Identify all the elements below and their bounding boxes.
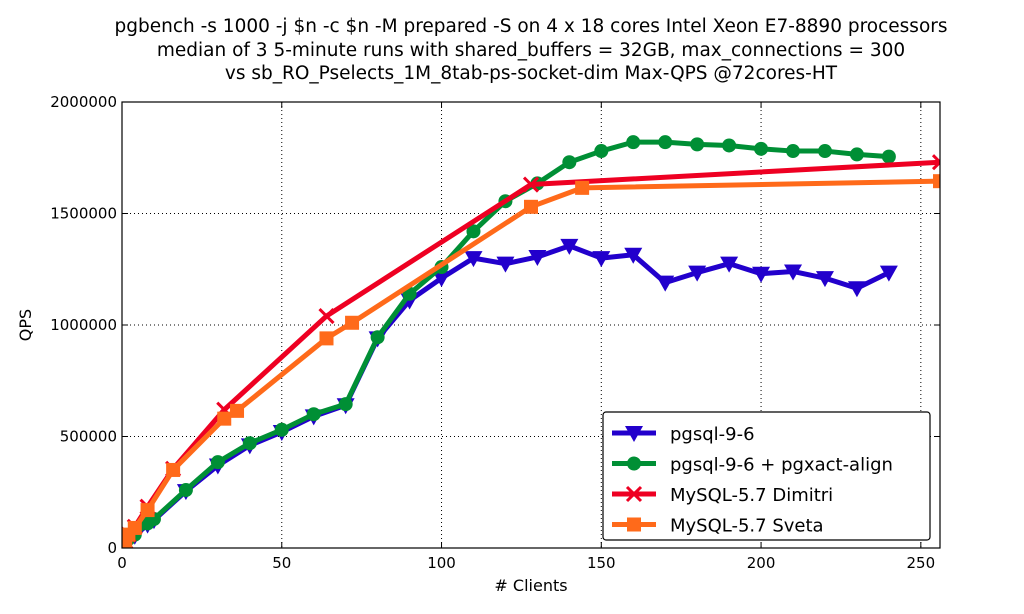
chart-title-line-2: median of 3 5-minute runs with shared_bu…	[156, 40, 906, 61]
legend-box	[602, 411, 931, 541]
data-point	[210, 455, 225, 470]
data-point	[318, 308, 335, 325]
data-point	[560, 238, 579, 255]
data-point	[466, 224, 481, 239]
x-tick-label: 150	[587, 554, 616, 572]
y-tick-label: 1500000	[50, 205, 117, 223]
legend-label: MySQL-5.7 Sveta	[670, 516, 824, 537]
data-point	[815, 271, 834, 288]
legend-marker	[625, 485, 643, 503]
data-point	[754, 141, 769, 156]
legend-label: pgsql-9-6	[670, 424, 755, 445]
data-point	[933, 174, 940, 189]
data-point	[217, 411, 232, 426]
legend-marker	[627, 517, 641, 532]
data-point	[849, 147, 864, 162]
legend: pgsql-9-6 pgsql-9-6 + pgxact-align MySQL-5…	[602, 411, 931, 541]
y-tick-label: 500000	[60, 428, 117, 446]
data-point	[562, 155, 577, 170]
data-point	[931, 154, 940, 171]
data-point	[432, 271, 451, 288]
data-point	[464, 251, 483, 268]
series-line	[123, 139, 890, 545]
data-point	[752, 266, 771, 283]
data-point	[722, 138, 737, 153]
legend-label: MySQL-5.7 Dimitri	[670, 485, 833, 506]
legend-label: pgsql-9-6 + pgxact-align	[670, 455, 893, 476]
data-point	[626, 135, 641, 150]
y-tick-label: 2000000	[50, 93, 117, 111]
data-point	[127, 520, 142, 535]
data-point	[881, 149, 896, 164]
data-point	[242, 436, 257, 451]
data-point	[592, 251, 611, 268]
x-tick-label: 0	[117, 554, 127, 572]
data-point	[817, 144, 832, 159]
data-point	[784, 264, 803, 281]
chart-title-line-1: pgbench -s 1000 -j $n -c $n -M prepared …	[114, 16, 948, 37]
data-point	[528, 249, 547, 266]
data-point	[522, 176, 540, 193]
legend-item: pgsql-9-6 + pgxact-align	[612, 455, 893, 476]
y-tick-label: 1000000	[50, 316, 117, 334]
data-point	[274, 422, 289, 437]
data-point	[338, 397, 353, 412]
data-point	[306, 407, 321, 422]
data-point	[688, 265, 707, 282]
legend-item: MySQL-5.7 Sveta	[612, 516, 824, 537]
data-point	[140, 503, 155, 518]
data-point	[624, 247, 643, 264]
data-point	[496, 256, 515, 273]
data-point	[524, 199, 538, 214]
y-axis-label: QPS	[16, 309, 35, 341]
x-tick-label: 200	[747, 554, 776, 572]
data-point	[319, 331, 334, 346]
data-point	[575, 180, 590, 195]
data-point	[847, 281, 866, 298]
data-point	[345, 315, 360, 330]
data-point	[879, 265, 898, 282]
data-point	[690, 137, 705, 152]
x-tick-label: 250	[907, 554, 936, 572]
x-tick-label: 100	[427, 554, 456, 572]
chart-title-line-3: vs sb_RO_Pselects_1M_8tab-ps-socket-dim …	[224, 63, 838, 84]
legend-item: MySQL-5.7 Dimitri	[612, 485, 833, 506]
data-point	[166, 462, 181, 477]
series-mysql-5-7-sveta	[122, 174, 940, 548]
plot-frame	[121, 101, 941, 549]
data-point	[658, 135, 673, 150]
legend-marker	[625, 426, 643, 442]
data-point	[656, 275, 675, 292]
data-point	[230, 403, 245, 418]
legend-marker	[627, 456, 641, 471]
legend-item: pgsql-9-6	[612, 424, 755, 445]
data-point	[594, 144, 609, 159]
x-axis-label: # Clients	[494, 576, 567, 595]
x-tick-label: 50	[272, 554, 291, 572]
data-point	[370, 330, 385, 345]
data-point	[720, 256, 739, 273]
data-point	[178, 483, 193, 498]
y-tick-label: 0	[107, 539, 117, 557]
data-point	[786, 144, 801, 159]
